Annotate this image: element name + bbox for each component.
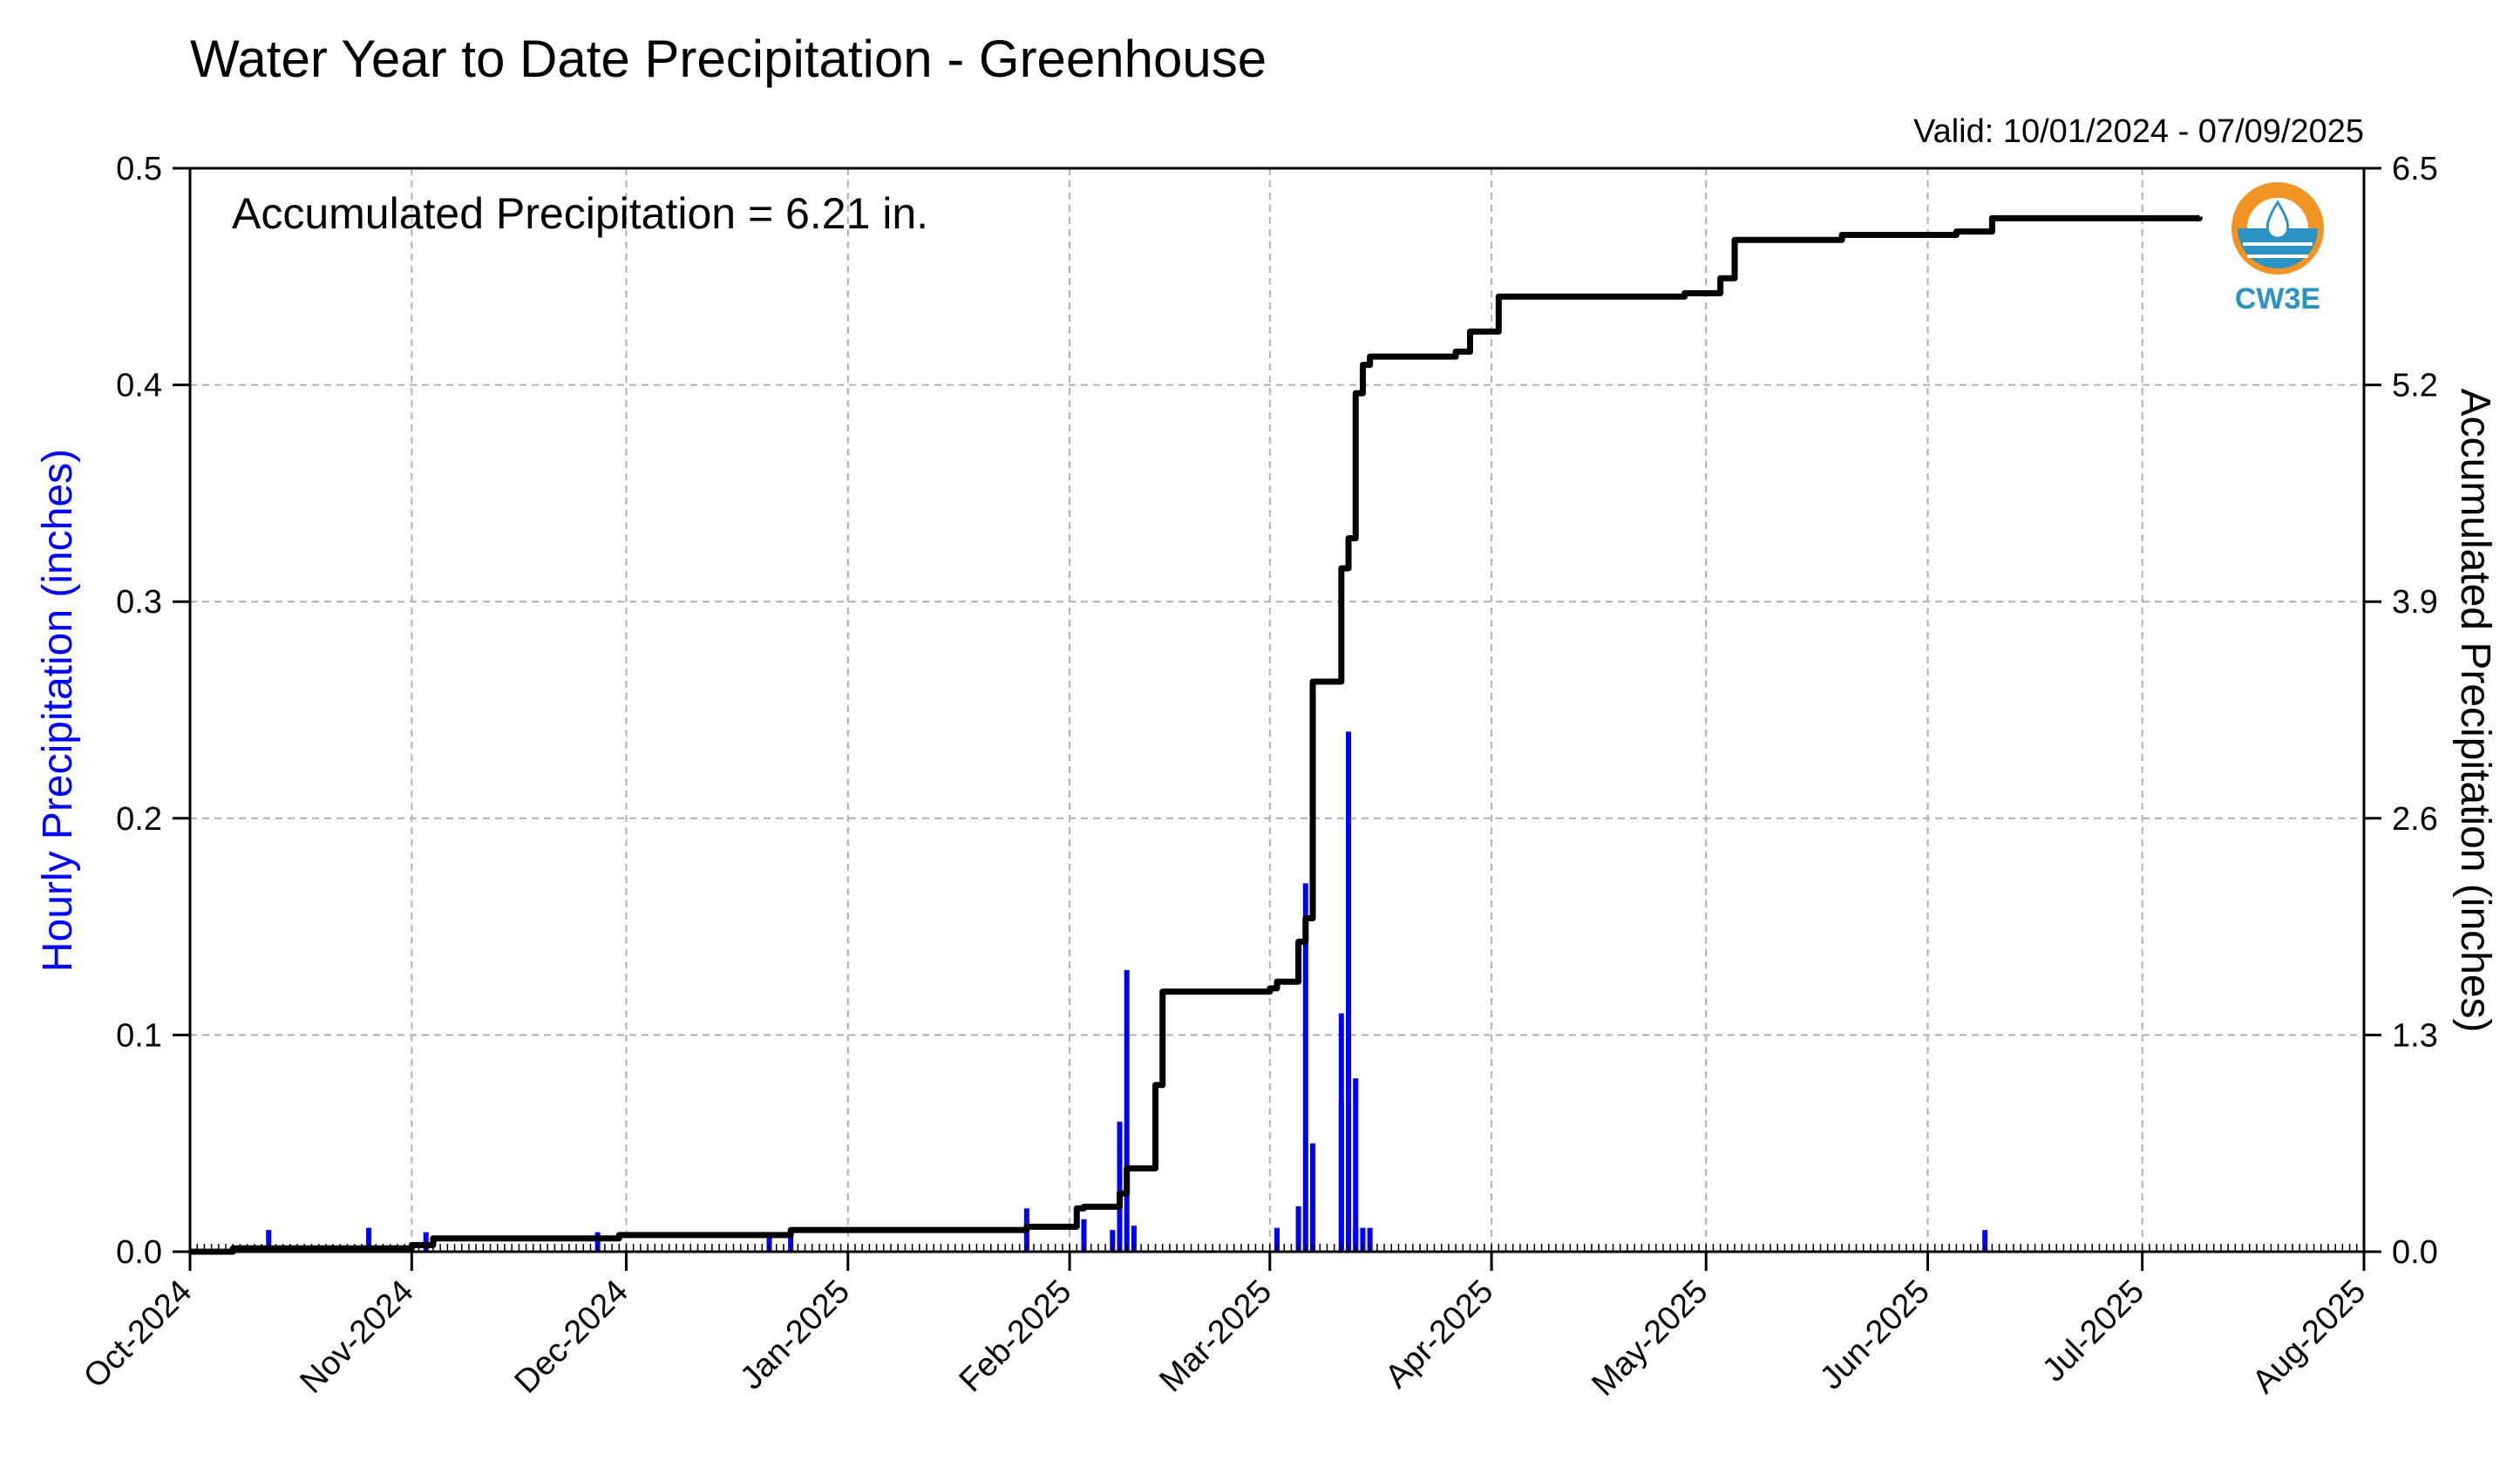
x-tick-label: Aug-2025 [2245, 1273, 2373, 1401]
hourly-precipitation-bars [266, 731, 1988, 1252]
y-right-tick-label: 0.0 [2392, 1234, 2438, 1271]
accumulated-line [190, 214, 2203, 1255]
y-left-tick-label: 0.4 [116, 368, 162, 404]
y-axis-right-label: Accumulated Precipitation (inches) [2452, 388, 2498, 1032]
grid-lines [190, 168, 2364, 1252]
hourly-bar [1346, 731, 1352, 1252]
accumulated-total-annotation: Accumulated Precipitation = 6.21 in. [232, 189, 928, 238]
x-tick-label: Dec-2024 [508, 1273, 635, 1401]
hourly-bar [1982, 1230, 1988, 1252]
hourly-bar [366, 1227, 372, 1252]
hourly-bar [1131, 1226, 1137, 1252]
y-right-tick-label: 5.2 [2392, 368, 2438, 404]
hourly-bar [1081, 1219, 1087, 1252]
cw3e-logo: CW3E [2231, 182, 2324, 316]
x-tick-label: Nov-2024 [293, 1273, 420, 1401]
accumulated-precipitation-line [190, 214, 2203, 1255]
y-axis-right: 0.0 1.3 2.6 3.9 5.2 6.5 [2364, 151, 2438, 1271]
y-right-tick-label: 3.9 [2392, 584, 2438, 621]
hourly-bar [1360, 1227, 1366, 1252]
hourly-bar [1117, 1121, 1123, 1252]
y-right-tick-label: 2.6 [2392, 801, 2438, 838]
hourly-bar [766, 1234, 772, 1252]
logo-water-icon [2238, 228, 2318, 268]
y-left-tick-label: 0.2 [116, 801, 162, 838]
y-right-tick-label: 6.5 [2392, 151, 2438, 187]
valid-date-range: Valid: 10/01/2024 - 07/09/2025 [1913, 113, 2364, 150]
hourly-bar [788, 1230, 794, 1252]
plot-frame [188, 166, 2366, 1253]
hourly-bar [1367, 1227, 1373, 1252]
hourly-bar [1353, 1227, 1359, 1252]
y-axis-left-label: Hourly Precipitation (inches) [35, 449, 81, 972]
hourly-bar [1124, 969, 1130, 1252]
x-tick-label: Apr-2025 [1378, 1273, 1500, 1396]
hourly-bar [1338, 1013, 1344, 1252]
y-left-tick-label: 0.0 [116, 1234, 162, 1271]
x-tick-label: Jan-2025 [733, 1273, 857, 1397]
hourly-bar [1353, 1078, 1359, 1252]
hourly-bar [1295, 1206, 1301, 1252]
chart-title: Water Year to Date Precipitation - Green… [190, 30, 1267, 88]
x-tick-label: Feb-2025 [953, 1273, 1079, 1400]
x-axis: Oct-2024 Nov-2024 Dec-2024 Jan-2025 Feb-2025… [77, 1252, 2373, 1403]
y-left-tick-label: 0.3 [116, 584, 162, 621]
x-tick-label: Jul-2025 [2035, 1273, 2151, 1389]
x-tick-label: Oct-2024 [77, 1273, 199, 1396]
hourly-bar [266, 1230, 272, 1252]
x-tick-label: May-2025 [1585, 1273, 1715, 1403]
y-left-tick-label: 0.1 [116, 1017, 162, 1054]
y-axis-left: 0.0 0.1 0.2 0.3 0.4 0.5 [116, 151, 190, 1271]
hourly-bar [1302, 883, 1308, 1252]
x-tick-label: Jun-2025 [1813, 1273, 1937, 1397]
hourly-bar [423, 1232, 429, 1252]
y-right-tick-label: 1.3 [2392, 1017, 2438, 1054]
hourly-bar [1274, 1227, 1280, 1252]
hourly-bar [1110, 1230, 1116, 1252]
logo-drop-icon [2265, 200, 2290, 240]
x-tick-label: Mar-2025 [1152, 1273, 1279, 1400]
logo-text: CW3E [2235, 282, 2320, 316]
y-left-tick-label: 0.5 [116, 151, 162, 187]
hourly-bar [594, 1232, 601, 1252]
hourly-bar [1310, 1143, 1316, 1252]
